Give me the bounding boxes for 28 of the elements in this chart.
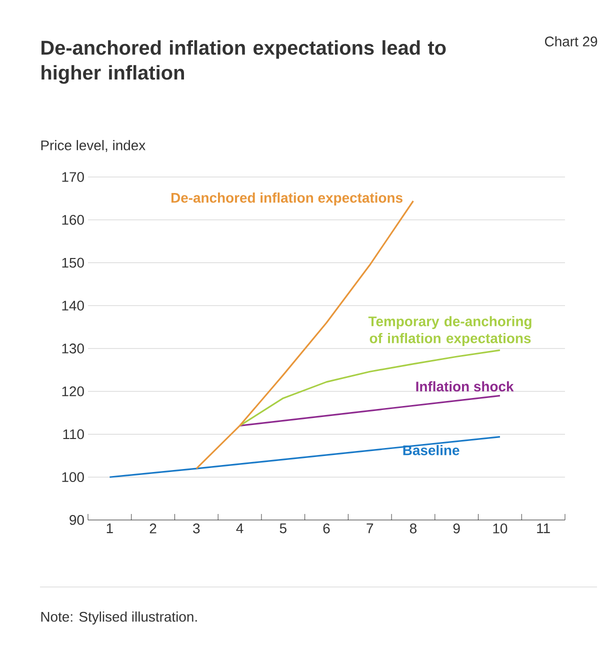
y-tick-label: 120 — [62, 386, 84, 396]
x-tick-label: 10 — [493, 524, 508, 534]
y-tick-label: 160 — [62, 214, 84, 225]
series-label: Inflation shock — [416, 381, 514, 392]
y-tick-label: 100 — [62, 472, 84, 482]
caption: Chart 29 — [545, 36, 598, 46]
chart-title: De-anchored inflation expectations lead to higher inflation — [42, 40, 446, 84]
x-tick-label: 5 — [280, 524, 286, 534]
y-tick-label: 110 — [63, 429, 84, 440]
y-tick-label: 90 — [70, 515, 84, 525]
x-tick-label: 7 — [366, 524, 374, 534]
text: Note: Stylised illustration. — [41, 611, 197, 624]
x-tick-label: 8 — [410, 524, 417, 534]
x-tick-label: 1 — [106, 524, 113, 534]
series-label: Temporary de-anchoring of inflation expectations — [368, 316, 532, 346]
x-tick-label: 11 — [537, 524, 550, 534]
y-axis-title: Price level, index — [41, 140, 146, 152]
y-tick-label: 150 — [62, 258, 84, 268]
series-label: Baseline — [403, 445, 460, 456]
x-tick-label: 2 — [150, 524, 156, 534]
x-tick-label: 4 — [236, 524, 244, 534]
series-label: De-anchored inflation expectations — [171, 192, 402, 206]
y-tick-label: 140 — [62, 300, 84, 311]
x-tick-label: 6 — [323, 524, 330, 534]
x-tick-label: 3 — [193, 524, 200, 534]
x-tick-label: 9 — [453, 524, 460, 534]
y-tick-label: 130 — [62, 344, 84, 354]
y-tick-label: 170 — [62, 172, 84, 182]
